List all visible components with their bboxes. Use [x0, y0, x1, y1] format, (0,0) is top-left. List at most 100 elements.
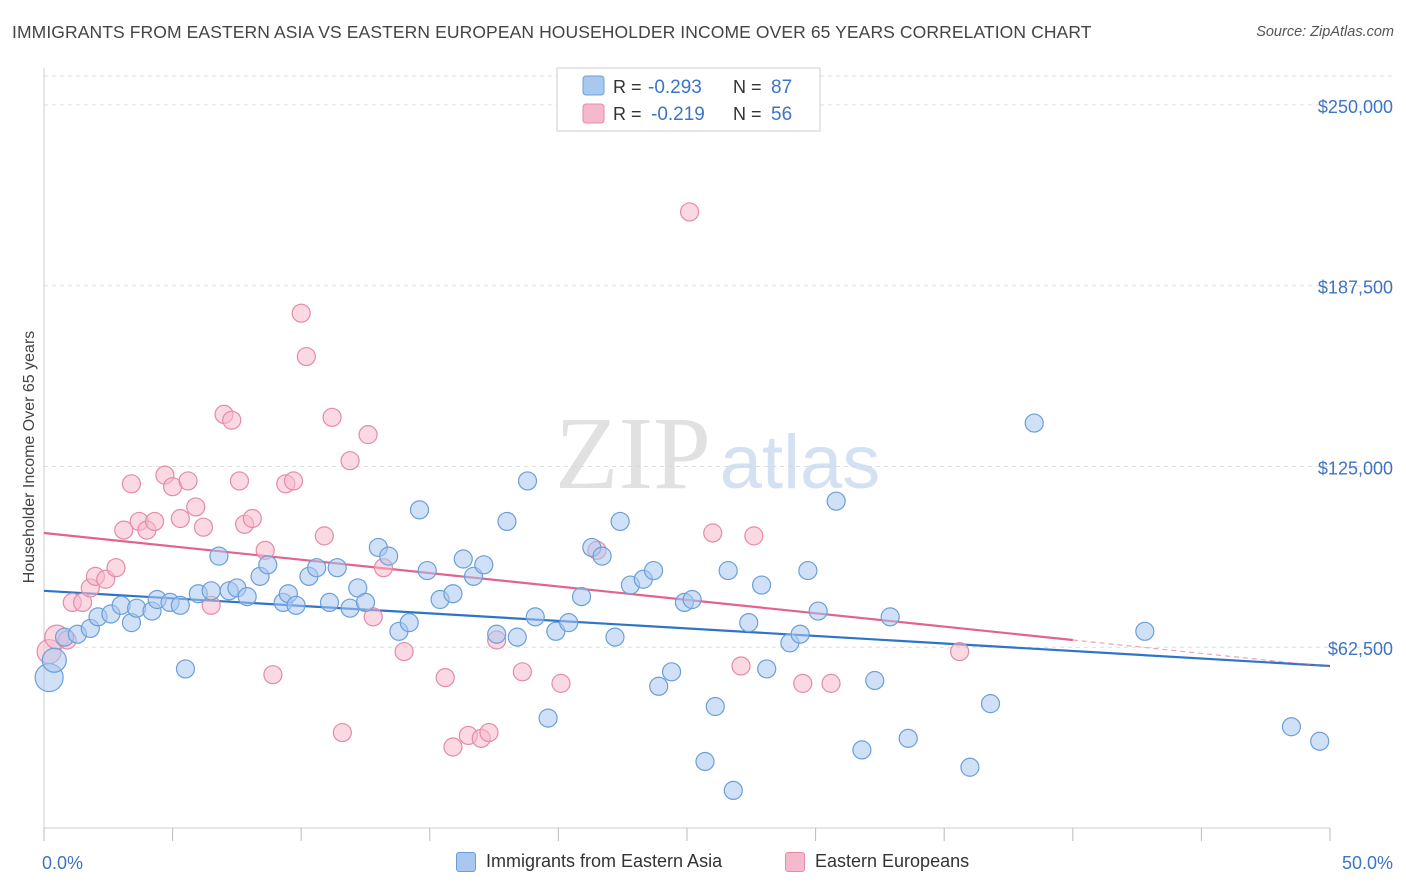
- data-point-eastern-europeans: [821, 673, 841, 693]
- data-point-eastern-asia: [705, 696, 725, 717]
- data-point-eastern-europeans: [106, 558, 126, 578]
- data-point-eastern-europeans: [950, 641, 970, 662]
- data-point-eastern-europeans: [144, 511, 165, 532]
- data-point-eastern-asia: [826, 491, 846, 511]
- data-point-eastern-asia: [41, 647, 67, 673]
- y-tick-label: $62,500: [1328, 639, 1393, 659]
- data-point-eastern-asia: [610, 511, 630, 532]
- data-point-eastern-asia: [525, 607, 545, 627]
- data-point-eastern-asia: [474, 555, 494, 575]
- data-point-eastern-asia: [571, 587, 592, 607]
- data-point-eastern-asia: [319, 592, 340, 613]
- legend-swatch-pink: [785, 851, 805, 872]
- data-point-eastern-asia: [487, 624, 507, 644]
- data-point-eastern-asia: [898, 728, 918, 748]
- watermark: ZIP atlas: [555, 396, 880, 511]
- data-point-eastern-europeans: [121, 474, 142, 494]
- data-point-eastern-asia: [538, 708, 558, 728]
- tick-labels: $62,500 $125,000 $187,500 $250,000 0.0% 50.0%: [42, 97, 1393, 873]
- data-point-eastern-europeans: [229, 471, 250, 491]
- data-point-eastern-europeans: [358, 425, 378, 445]
- data-point-eastern-europeans: [703, 523, 723, 543]
- bottom-legend: Immigrants from Eastern Asia Eastern Eur…: [0, 851, 1406, 877]
- y-tick-label: $187,500: [1318, 278, 1393, 298]
- data-point-eastern-asia: [649, 676, 669, 696]
- data-point-eastern-asia: [739, 613, 759, 633]
- series-eastern-europeans: [36, 202, 970, 757]
- data-point-eastern-asia: [960, 757, 980, 777]
- legend-swatch-pink: [582, 103, 605, 124]
- legend-r-label: R =: [613, 77, 642, 97]
- legend-r-label: R =: [613, 104, 642, 124]
- data-point-eastern-asia: [409, 500, 430, 520]
- data-point-eastern-asia: [695, 751, 715, 772]
- data-point-eastern-asia: [327, 558, 347, 578]
- data-point-eastern-asia: [453, 549, 473, 569]
- data-point-eastern-asia: [798, 560, 818, 581]
- source-label: Source: ZipAtlas.com: [1256, 24, 1394, 40]
- axes: [43, 68, 1331, 841]
- bottom-legend-item-blue: Immigrants from Eastern Asia: [456, 851, 722, 872]
- data-point-eastern-asia: [258, 555, 278, 575]
- chart-title: IMMIGRANTS FROM EASTERN ASIA VS EASTERN …: [12, 22, 1092, 42]
- data-point-eastern-asia: [808, 601, 828, 621]
- data-point-eastern-europeans: [679, 202, 700, 222]
- data-point-eastern-europeans: [296, 346, 316, 367]
- y-tick-label: $125,000: [1318, 458, 1393, 478]
- data-point-eastern-asia: [790, 624, 810, 644]
- legend-swatch-blue: [456, 851, 476, 872]
- data-point-eastern-europeans: [793, 673, 813, 693]
- data-point-eastern-asia: [661, 662, 682, 682]
- data-point-eastern-europeans: [479, 722, 499, 743]
- data-point-eastern-asia: [723, 780, 743, 801]
- legend-r-value: -0.219: [651, 104, 705, 125]
- data-point-eastern-asia: [718, 560, 738, 581]
- data-point-eastern-asia: [605, 627, 625, 647]
- legend-n-value: 87: [771, 77, 792, 98]
- data-point-eastern-asia: [201, 581, 221, 601]
- x-tick-label: 50.0%: [1342, 853, 1393, 873]
- legend-n-value: 56: [771, 104, 792, 125]
- data-point-eastern-asia: [865, 670, 885, 691]
- data-point-eastern-europeans: [283, 471, 304, 491]
- correlation-legend: R = -0.293 N = 87 R = -0.219 N = 56: [556, 67, 821, 132]
- data-point-eastern-asia: [379, 546, 399, 566]
- data-point-eastern-asia: [682, 589, 702, 610]
- data-point-eastern-europeans: [222, 410, 242, 430]
- data-point-eastern-asia: [443, 584, 463, 604]
- data-point-eastern-asia: [1281, 717, 1302, 737]
- data-point-eastern-asia: [852, 740, 872, 760]
- data-point-eastern-asia: [307, 558, 327, 578]
- watermark-atlas: atlas: [720, 420, 881, 505]
- watermark-zip: ZIP: [555, 396, 711, 511]
- data-point-eastern-asia: [517, 471, 538, 491]
- data-point-eastern-asia: [507, 627, 527, 647]
- data-point-eastern-asia: [170, 595, 190, 615]
- data-point-eastern-asia: [1310, 731, 1330, 751]
- data-point-eastern-asia: [757, 659, 777, 679]
- data-point-eastern-asia: [417, 560, 437, 581]
- data-point-eastern-asia: [1135, 621, 1155, 641]
- data-point-eastern-asia: [209, 546, 229, 566]
- data-point-eastern-europeans: [340, 451, 360, 471]
- data-point-eastern-asia: [880, 607, 900, 627]
- data-point-eastern-europeans: [314, 526, 334, 546]
- data-point-eastern-europeans: [512, 662, 532, 682]
- bottom-legend-item-pink: Eastern Europeans: [785, 851, 969, 872]
- data-point-eastern-asia: [559, 613, 579, 633]
- data-point-eastern-europeans: [242, 508, 262, 529]
- data-point-eastern-europeans: [394, 641, 414, 662]
- data-point-eastern-europeans: [291, 303, 311, 323]
- data-point-eastern-asia: [355, 592, 376, 613]
- data-point-eastern-asia: [751, 575, 772, 595]
- data-point-eastern-asia: [286, 595, 306, 615]
- data-point-eastern-europeans: [263, 665, 283, 685]
- data-point-eastern-europeans: [193, 517, 214, 537]
- legend-n-label: N =: [733, 77, 762, 97]
- data-point-eastern-europeans: [551, 673, 571, 693]
- series-immigrants-eastern-asia: [34, 413, 1330, 801]
- data-point-eastern-asia: [980, 694, 1001, 714]
- data-point-eastern-europeans: [114, 520, 134, 540]
- data-point-eastern-asia: [1024, 413, 1044, 433]
